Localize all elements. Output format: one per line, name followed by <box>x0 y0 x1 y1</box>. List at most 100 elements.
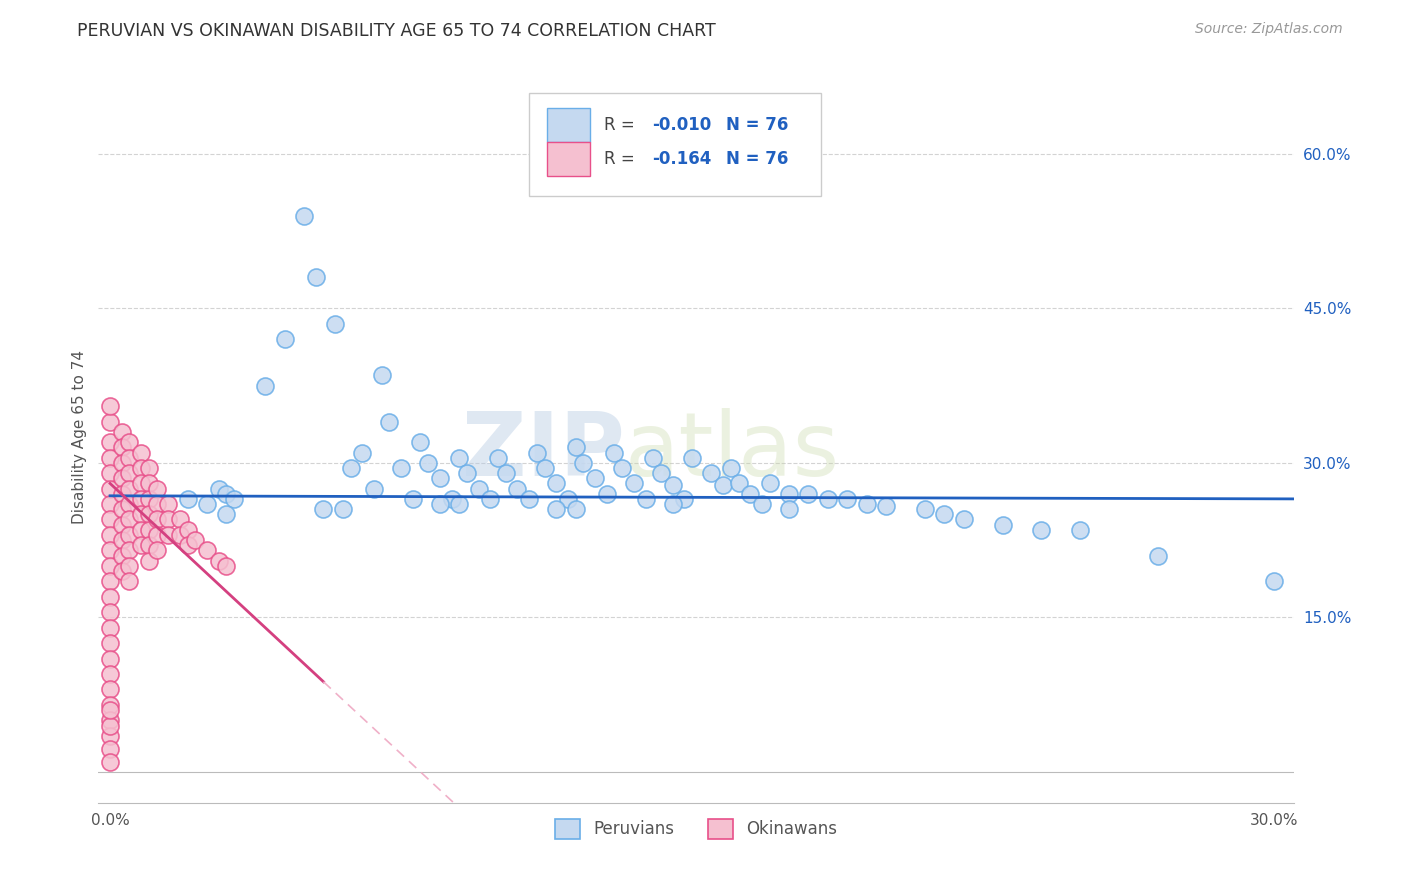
Point <box>118 512 141 526</box>
Point <box>429 497 451 511</box>
Point <box>402 491 425 506</box>
Point <box>273 332 295 346</box>
Point <box>312 502 335 516</box>
Point <box>634 491 657 506</box>
Point <box>661 497 683 511</box>
Text: N = 76: N = 76 <box>725 150 789 168</box>
Point <box>98 651 121 665</box>
Point <box>145 528 167 542</box>
Point <box>778 487 800 501</box>
Point <box>157 528 180 542</box>
Point <box>98 703 121 717</box>
Point <box>517 491 540 506</box>
Point <box>526 445 548 459</box>
Point <box>111 471 134 485</box>
Point <box>1069 523 1091 537</box>
Point <box>169 512 191 526</box>
Point <box>98 621 121 635</box>
Point <box>98 466 121 480</box>
Point <box>129 508 152 522</box>
Point <box>138 508 160 522</box>
Point <box>111 549 134 563</box>
Point <box>176 538 198 552</box>
Point <box>740 487 762 501</box>
Point <box>1146 549 1168 563</box>
Point <box>449 450 471 465</box>
Point <box>1031 523 1053 537</box>
Point <box>479 491 502 506</box>
Point <box>169 528 191 542</box>
Point <box>98 528 121 542</box>
Point <box>837 491 859 506</box>
Point <box>98 590 121 604</box>
Point <box>292 209 315 223</box>
Point <box>118 466 141 480</box>
Point <box>195 497 218 511</box>
Point <box>612 461 634 475</box>
Point <box>145 497 167 511</box>
Point <box>98 667 121 681</box>
Point <box>111 502 134 516</box>
Point <box>449 497 471 511</box>
Point <box>797 487 820 501</box>
Point <box>332 502 354 516</box>
Point <box>118 482 141 496</box>
Point <box>661 478 683 492</box>
FancyBboxPatch shape <box>547 108 589 142</box>
Point <box>98 543 121 558</box>
Point <box>184 533 207 547</box>
Y-axis label: Disability Age 65 to 74: Disability Age 65 to 74 <box>72 350 87 524</box>
Point <box>557 491 579 506</box>
Point <box>98 718 121 732</box>
Point <box>934 508 956 522</box>
Point <box>378 415 401 429</box>
Point <box>98 636 121 650</box>
Point <box>583 471 606 485</box>
Point <box>145 543 167 558</box>
Legend: Peruvians, Okinawans: Peruvians, Okinawans <box>548 812 844 846</box>
Point <box>118 558 141 573</box>
Point <box>98 574 121 589</box>
Point <box>623 476 645 491</box>
Point <box>564 441 586 455</box>
Point <box>572 456 595 470</box>
Point <box>111 425 134 439</box>
Point <box>138 523 160 537</box>
Point <box>176 491 198 506</box>
Point <box>643 450 665 465</box>
Point <box>129 476 152 491</box>
Point <box>111 456 134 470</box>
Point <box>817 491 839 506</box>
Point <box>129 523 152 537</box>
Text: PERUVIAN VS OKINAWAN DISABILITY AGE 65 TO 74 CORRELATION CHART: PERUVIAN VS OKINAWAN DISABILITY AGE 65 T… <box>77 22 716 40</box>
Point <box>111 533 134 547</box>
Point <box>650 466 672 480</box>
Point <box>98 714 121 728</box>
Point <box>98 415 121 429</box>
Point <box>215 558 238 573</box>
Point <box>440 491 463 506</box>
Text: R =: R = <box>605 150 640 168</box>
Point <box>456 466 478 480</box>
Point <box>855 497 877 511</box>
Point <box>118 450 141 465</box>
Point <box>681 450 703 465</box>
Point <box>98 512 121 526</box>
Point <box>323 317 346 331</box>
Point <box>118 574 141 589</box>
Point <box>145 482 167 496</box>
Point <box>409 435 432 450</box>
Text: -0.164: -0.164 <box>652 150 711 168</box>
Point <box>914 502 936 516</box>
Point <box>195 543 218 558</box>
Point <box>215 508 238 522</box>
Point <box>157 512 180 526</box>
Point <box>98 755 121 769</box>
Point <box>208 554 231 568</box>
Point <box>98 435 121 450</box>
Point <box>952 512 974 526</box>
Point <box>98 742 121 756</box>
Point <box>98 399 121 413</box>
Point <box>486 450 509 465</box>
Point <box>506 482 529 496</box>
